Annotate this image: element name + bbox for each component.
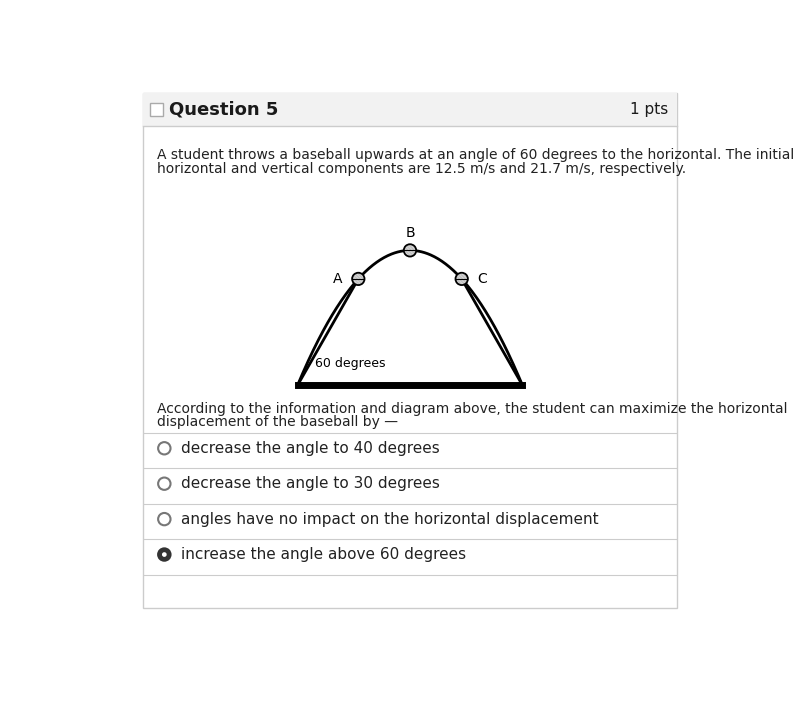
Text: increase the angle above 60 degrees: increase the angle above 60 degrees xyxy=(182,547,466,562)
Text: A student throws a baseball upwards at an angle of 60 degrees to the horizontal.: A student throws a baseball upwards at a… xyxy=(157,148,794,162)
Bar xyxy=(142,93,678,609)
Text: decrease the angle to 40 degrees: decrease the angle to 40 degrees xyxy=(182,440,440,456)
Circle shape xyxy=(455,273,468,285)
Bar xyxy=(142,93,678,127)
Circle shape xyxy=(158,549,170,561)
Text: displacement of the baseball by —: displacement of the baseball by — xyxy=(157,415,398,429)
Circle shape xyxy=(158,442,170,455)
Text: 1 pts: 1 pts xyxy=(630,102,668,117)
Text: A: A xyxy=(334,272,343,286)
Bar xyxy=(150,103,162,116)
Text: B: B xyxy=(405,226,415,240)
Text: Question 5: Question 5 xyxy=(169,100,278,119)
Circle shape xyxy=(158,477,170,490)
Text: decrease the angle to 30 degrees: decrease the angle to 30 degrees xyxy=(182,477,440,491)
Text: 60 degrees: 60 degrees xyxy=(314,357,385,370)
Text: According to the information and diagram above, the student can maximize the hor: According to the information and diagram… xyxy=(157,402,787,416)
Text: angles have no impact on the horizontal displacement: angles have no impact on the horizontal … xyxy=(182,512,599,527)
Circle shape xyxy=(162,552,166,557)
Circle shape xyxy=(352,273,365,285)
Circle shape xyxy=(158,513,170,525)
Text: C: C xyxy=(477,272,487,286)
Text: horizontal and vertical components are 12.5 m/s and 21.7 m/s, respectively.: horizontal and vertical components are 1… xyxy=(157,162,686,176)
Circle shape xyxy=(404,244,416,257)
